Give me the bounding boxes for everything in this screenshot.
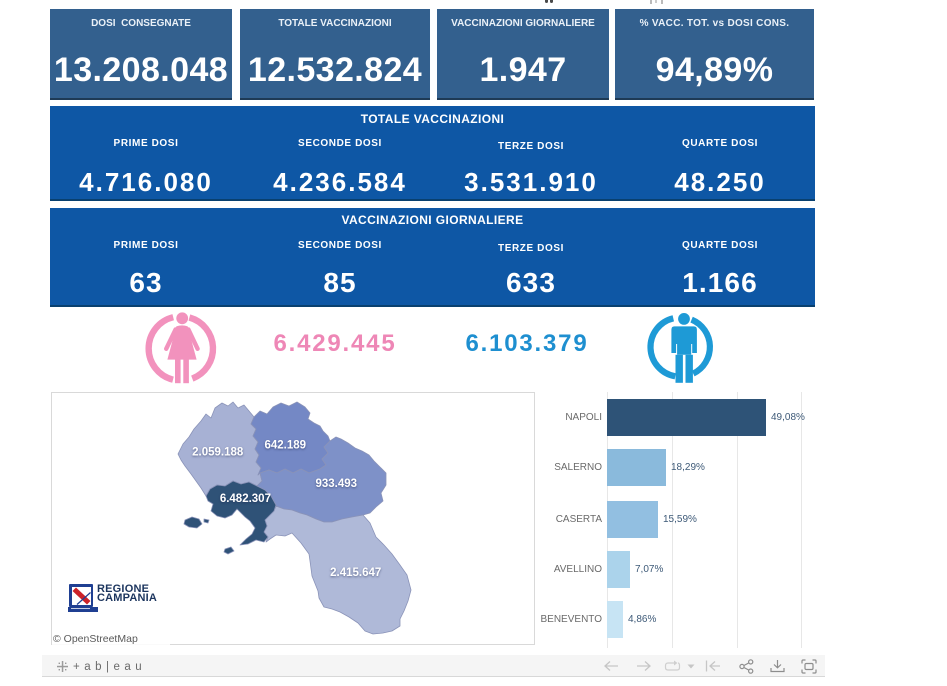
svg-text:6.482.307: 6.482.307 — [220, 493, 271, 505]
svg-text:933.493: 933.493 — [316, 478, 358, 490]
svg-text:2.059.188: 2.059.188 — [192, 447, 244, 459]
svg-text:2.415.647: 2.415.647 — [330, 567, 381, 579]
svg-text:642.189: 642.189 — [265, 439, 307, 451]
